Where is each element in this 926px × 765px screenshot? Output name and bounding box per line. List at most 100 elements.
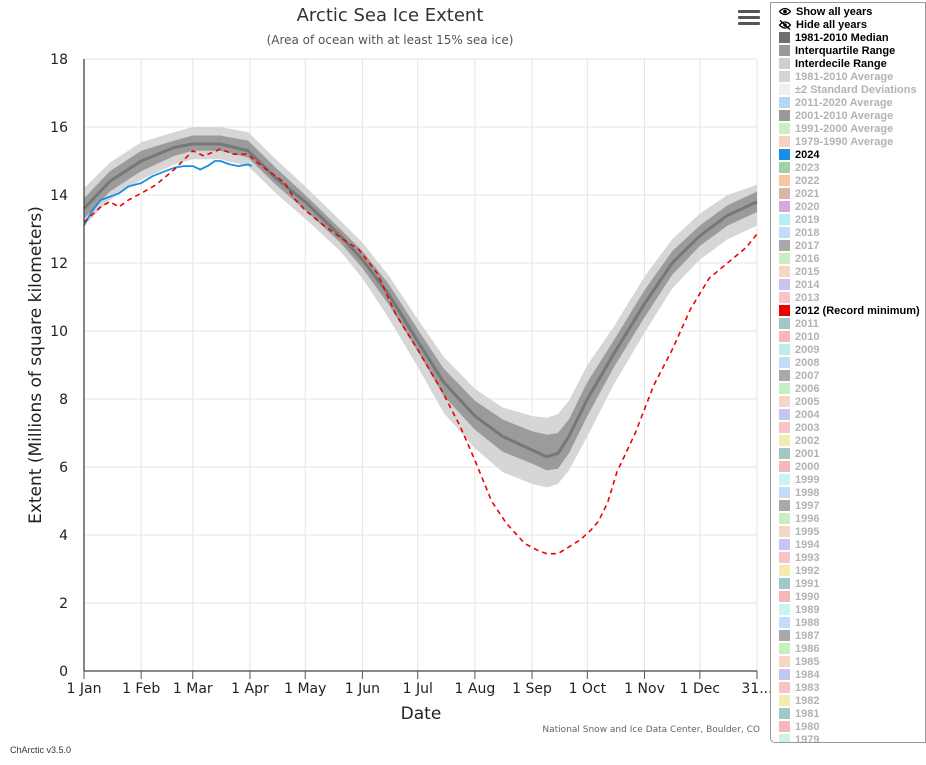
legend-item[interactable]: 2015 [779, 265, 925, 278]
hamburger-menu-icon[interactable] [738, 10, 760, 28]
legend-item[interactable]: 2001-2010 Average [779, 109, 925, 122]
legend-item[interactable]: 2019 [779, 213, 925, 226]
legend-item[interactable]: Interdecile Range [779, 57, 925, 70]
legend-label: 1993 [795, 551, 820, 564]
legend-swatch [779, 162, 790, 173]
legend-item[interactable]: 2003 [779, 421, 925, 434]
legend-label: 1991-2000 Average [795, 122, 894, 135]
legend-swatch [779, 383, 790, 394]
legend-item[interactable]: 2004 [779, 408, 925, 421]
x-tick-label: 1 May [284, 681, 326, 697]
legend-label: 1979 [795, 733, 820, 743]
legend-item[interactable]: 1994 [779, 538, 925, 551]
legend-item[interactable]: 2020 [779, 200, 925, 213]
legend-label: 1981-2010 Median [795, 31, 889, 44]
legend-swatch [779, 188, 790, 199]
legend-item[interactable]: 1995 [779, 525, 925, 538]
legend-item[interactable]: ±2 Standard Deviations [779, 83, 925, 96]
legend-item[interactable]: 1981-2010 Average [779, 70, 925, 83]
legend-item[interactable]: 1983 [779, 681, 925, 694]
legend-label: 2015 [795, 265, 820, 278]
y-tick-label: 4 [59, 528, 68, 544]
legend-items: 1981-2010 Median Interquartile Range Inter… [779, 31, 925, 743]
legend-item[interactable]: 2021 [779, 187, 925, 200]
legend-swatch [779, 643, 790, 654]
legend-item[interactable]: 1982 [779, 694, 925, 707]
legend-item[interactable]: 2017 [779, 239, 925, 252]
legend-item[interactable]: 1979 [779, 733, 925, 743]
x-tick-label: 1 Mar [173, 681, 213, 697]
legend-item[interactable]: 2010 [779, 330, 925, 343]
legend-item[interactable]: 1980 [779, 720, 925, 733]
legend-item[interactable]: 2013 [779, 291, 925, 304]
legend-item[interactable]: 2005 [779, 395, 925, 408]
legend-item[interactable]: 2006 [779, 382, 925, 395]
legend-label: 1989 [795, 603, 820, 616]
legend-item[interactable]: 2012 (Record minimum) [779, 304, 925, 317]
legend-swatch [779, 526, 790, 537]
legend-label: 2002 [795, 434, 820, 447]
axes [83, 59, 758, 679]
legend-label: 1981-2010 Average [795, 70, 894, 83]
y-tick-label: 8 [59, 392, 68, 408]
legend-item[interactable]: 1981 [779, 707, 925, 720]
legend-item[interactable]: 2002 [779, 434, 925, 447]
legend-item[interactable]: 1999 [779, 473, 925, 486]
legend-item[interactable]: 1993 [779, 551, 925, 564]
legend-item[interactable]: 1991-2000 Average [779, 122, 925, 135]
chart-subtitle: (Area of ocean with at least 15% sea ice… [267, 33, 514, 47]
legend-item[interactable]: 1987 [779, 629, 925, 642]
legend-swatch [779, 318, 790, 329]
legend-item[interactable]: 1988 [779, 616, 925, 629]
legend-swatch [779, 136, 790, 147]
legend-item[interactable]: 2008 [779, 356, 925, 369]
legend-swatch [779, 500, 790, 511]
legend-swatch [779, 721, 790, 732]
legend-swatch [779, 292, 790, 303]
y-tick-label: 6 [59, 460, 68, 476]
legend-item[interactable]: 1989 [779, 603, 925, 616]
legend-item[interactable]: 2016 [779, 252, 925, 265]
series-lines [82, 142, 758, 555]
legend-item[interactable]: 2022 [779, 174, 925, 187]
legend-item[interactable]: 2000 [779, 460, 925, 473]
legend-item[interactable]: 2024 [779, 148, 925, 161]
hide-all-years-button[interactable]: Hide all years [779, 18, 925, 31]
legend-label: Interquartile Range [795, 44, 896, 57]
legend-swatch [779, 227, 790, 238]
eye-icon [779, 7, 791, 16]
legend-label: 1980 [795, 720, 820, 733]
legend-item[interactable]: 1986 [779, 642, 925, 655]
legend-label: Interdecile Range [795, 57, 887, 70]
y-tick-label: 0 [59, 664, 68, 680]
legend-item[interactable]: 1990 [779, 590, 925, 603]
legend-item[interactable]: 2011 [779, 317, 925, 330]
sea-ice-chart: Arctic Sea Ice Extent (Area of ocean wit… [10, 5, 770, 755]
y-tick-label: 10 [50, 324, 68, 340]
legend-swatch [779, 552, 790, 563]
legend-item[interactable]: 1997 [779, 499, 925, 512]
legend-swatch [779, 45, 790, 56]
legend-item[interactable]: 2009 [779, 343, 925, 356]
legend-item[interactable]: 2014 [779, 278, 925, 291]
legend-item[interactable]: 2011-2020 Average [779, 96, 925, 109]
legend-item[interactable]: 1996 [779, 512, 925, 525]
legend-item[interactable]: Interquartile Range [779, 44, 925, 57]
legend-swatch [779, 539, 790, 550]
show-all-years-button[interactable]: Show all years [779, 5, 925, 18]
legend-label: 2007 [795, 369, 820, 382]
legend-item[interactable]: 1992 [779, 564, 925, 577]
legend-item[interactable]: 2007 [779, 369, 925, 382]
legend-item[interactable]: 2018 [779, 226, 925, 239]
legend-item[interactable]: 1998 [779, 486, 925, 499]
legend-item[interactable]: 1991 [779, 577, 925, 590]
legend-item[interactable]: 2023 [779, 161, 925, 174]
legend-swatch [779, 344, 790, 355]
legend-item[interactable]: 1985 [779, 655, 925, 668]
legend-label: 1988 [795, 616, 820, 629]
legend-item[interactable]: 2001 [779, 447, 925, 460]
legend-item[interactable]: 1979-1990 Average [779, 135, 925, 148]
legend-item[interactable]: 1981-2010 Median [779, 31, 925, 44]
legend-item[interactable]: 1984 [779, 668, 925, 681]
y-tick-label: 2 [59, 596, 68, 612]
